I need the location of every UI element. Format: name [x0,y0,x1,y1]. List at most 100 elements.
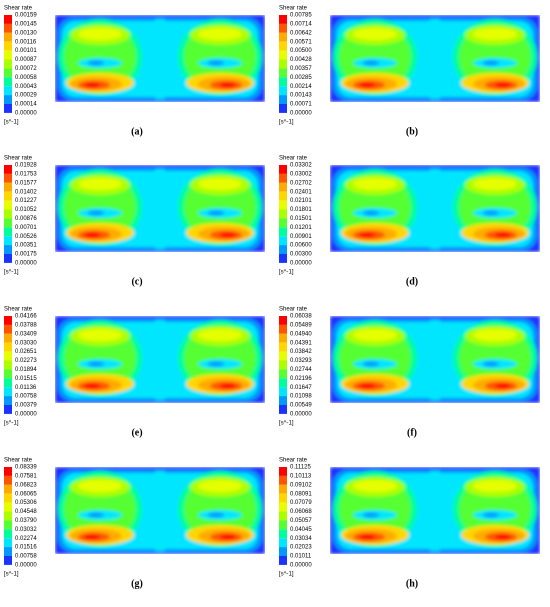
color-cell [279,200,287,210]
level-label: 0.07581 [15,473,37,479]
color-cell [4,369,12,379]
color-cell [279,405,287,414]
contour-neck [430,471,440,551]
level-label: 0.02273 [15,358,37,364]
level-label: 0.00000 [15,260,37,266]
contour-lobe [78,480,122,492]
contour-neck [430,19,440,99]
color-cell [279,484,287,494]
color-cell [279,511,287,521]
contour-lobe [473,28,517,40]
contour-fill [330,467,540,554]
color-cell [279,165,287,174]
contour-plot [55,15,265,102]
unit-label: [s^-1] [279,119,294,125]
level-label: 0.03790 [15,518,37,524]
contour-lobe [78,178,122,190]
color-cell [4,254,12,263]
caption: (g) [131,578,143,589]
legend-title: Shear rate [279,458,308,464]
color-cell [279,529,287,539]
contour-fill [55,15,265,102]
color-cell [4,538,12,548]
color-cell [279,227,287,237]
level-label: 0.02744 [290,367,312,373]
color-cell [4,342,12,352]
contour-lobe [359,232,375,238]
contour-neck [430,320,440,400]
contour-lobe [84,232,100,238]
level-label: 0.00175 [15,252,37,258]
color-cell [279,538,287,548]
contour-fill [55,165,265,252]
level-label: 0.00159 [15,13,37,19]
color-cell [279,95,287,104]
color-cell [279,316,287,325]
color-cell [4,227,12,237]
contour-lobe [353,28,397,40]
level-label: 0.00000 [15,411,37,417]
level-label: 0.00285 [290,75,312,81]
contour-lobe [208,60,224,66]
color-cell [4,475,12,485]
color-cell [279,547,287,556]
legend-title: Shear rate [4,458,33,464]
level-label: 0.00357 [290,66,312,72]
color-cell [4,104,12,113]
color-cell [279,396,287,405]
level-label: 0.06065 [15,491,37,497]
contour-lobe [78,28,122,40]
contour-lobe [363,512,379,518]
level-label: 0.02702 [290,180,312,186]
level-label: 0.00029 [15,93,37,99]
level-label: 0.03030 [15,340,37,346]
contour-lobe [363,361,379,367]
level-label: 0.02023 [290,545,312,551]
color-cell [279,324,287,334]
level-label: 0.01928 [15,163,37,169]
color-cell [4,182,12,192]
contour-lobe [84,383,100,389]
color-cell [279,86,287,96]
contour-fill [330,165,540,252]
level-label: 0.01052 [15,207,37,213]
contour-lobe [88,361,104,367]
color-cell [279,360,287,370]
level-label: 0.01011 [290,554,312,560]
color-cell [279,77,287,87]
caption: (f) [407,427,417,438]
contour-lobe [495,232,511,238]
contour-plot [55,165,265,252]
level-label: 0.00785 [290,13,312,19]
color-cell [279,41,287,51]
caption: (h) [406,578,418,589]
level-label: 0.00379 [15,403,37,409]
contour-plot [330,15,540,102]
level-label: 0.01577 [15,180,37,186]
level-label: 0.03409 [15,331,37,337]
level-label: 0.00901 [290,234,312,240]
caption: (a) [131,126,143,137]
level-label: 0.00526 [15,234,37,240]
level-label: 0.08091 [290,491,312,497]
legend-title: Shear rate [279,156,308,162]
level-label: 0.03788 [15,322,37,328]
contour-lobe [483,60,499,66]
color-cell [4,68,12,78]
contour-lobe [198,480,242,492]
color-cell [4,529,12,539]
contour-lobe [363,210,379,216]
contour-lobe [473,329,517,341]
color-cell [279,493,287,503]
level-label: 0.00000 [290,562,312,568]
color-cell [4,502,12,512]
contour-lobe [208,210,224,216]
level-label: 0.01227 [15,198,37,204]
level-label: 0.00143 [290,93,312,99]
